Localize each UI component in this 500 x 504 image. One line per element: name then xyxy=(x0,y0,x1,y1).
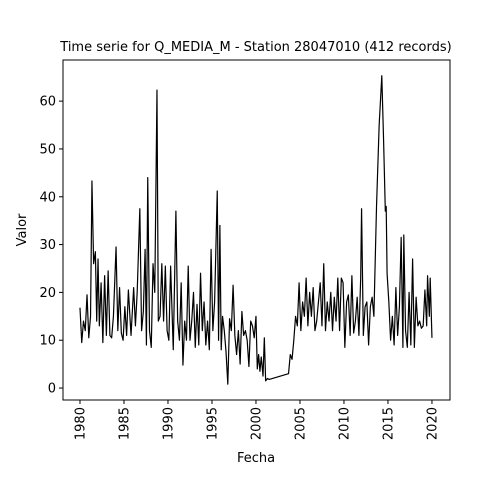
y-tick-label: 30 xyxy=(39,238,56,253)
y-tick-label: 40 xyxy=(39,190,56,205)
y-tick-label: 50 xyxy=(39,142,56,157)
x-tick-label: 1995 xyxy=(205,407,220,440)
y-axis-label: Valor xyxy=(15,213,30,246)
x-tick-label: 1990 xyxy=(161,407,176,440)
y-tick-label: 20 xyxy=(39,286,56,301)
x-tick-label: 2015 xyxy=(381,407,396,440)
data-line xyxy=(79,75,433,385)
x-tick-label: 2020 xyxy=(425,407,440,440)
x-tick-label: 1980 xyxy=(73,407,88,440)
y-tick-label: 60 xyxy=(39,95,56,110)
x-tick-label: 2000 xyxy=(249,407,264,440)
y-tick-label: 0 xyxy=(48,382,56,397)
x-tick-label: 2005 xyxy=(293,407,308,440)
x-axis-label: Fecha xyxy=(237,451,275,466)
x-tick-label: 1985 xyxy=(117,407,132,440)
plot-frame xyxy=(62,59,451,401)
chart-title: Time serie for Q_MEDIA_M - Station 28047… xyxy=(59,40,451,55)
x-tick-label: 2010 xyxy=(337,407,352,440)
y-tick-label: 10 xyxy=(39,334,56,349)
